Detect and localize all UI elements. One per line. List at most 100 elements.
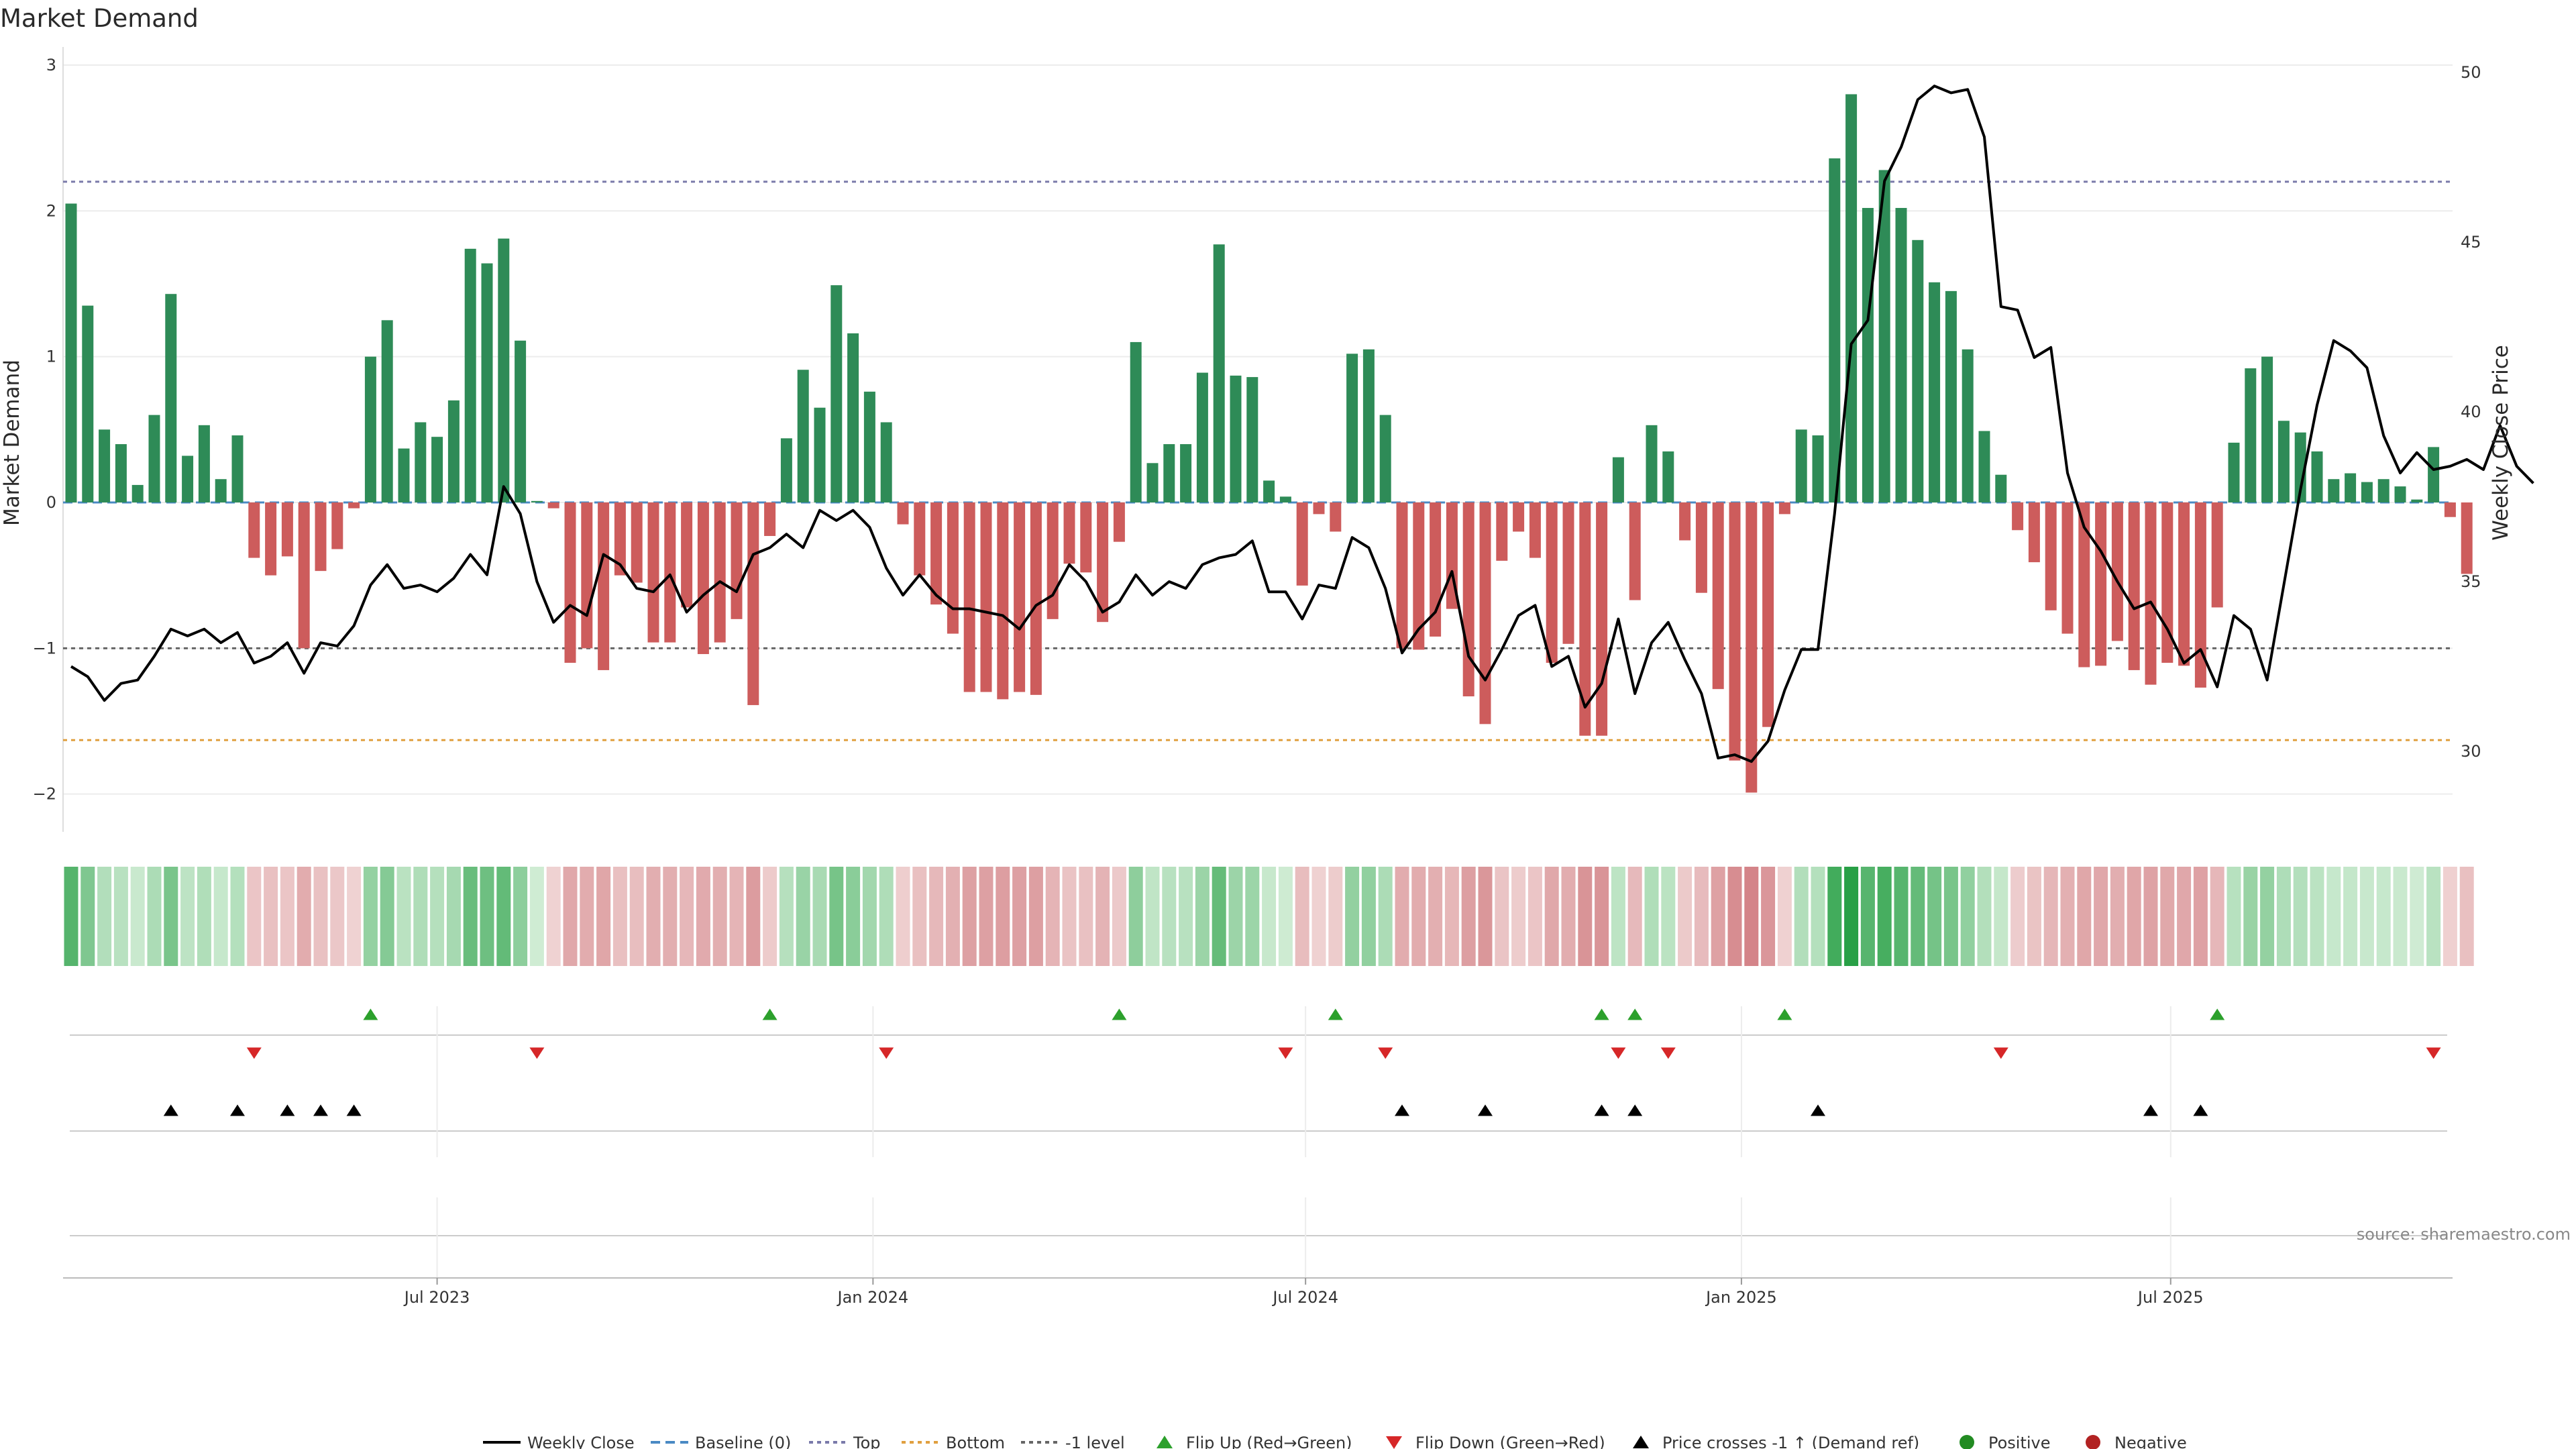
legend-label-minus1: -1 level bbox=[1065, 1434, 1125, 1449]
bar-negative bbox=[1496, 502, 1508, 561]
bar-negative bbox=[2095, 502, 2107, 666]
flip-up-marker bbox=[762, 1008, 777, 1020]
heat-cell bbox=[147, 867, 162, 966]
heat-cell bbox=[1028, 867, 1043, 966]
heat-cell bbox=[1112, 867, 1126, 966]
price-cross-marker bbox=[1395, 1104, 1409, 1116]
heat-cell bbox=[1179, 867, 1193, 966]
bar-positive bbox=[2377, 479, 2390, 502]
x-tick-label: Jan 2025 bbox=[1705, 1288, 1777, 1307]
bar-positive bbox=[115, 444, 127, 502]
bar-positive bbox=[1346, 354, 1358, 502]
bar-positive bbox=[1263, 480, 1275, 502]
heat-cell bbox=[1311, 867, 1326, 966]
heat-cell bbox=[712, 867, 727, 966]
bar-negative bbox=[1762, 502, 1774, 727]
bar-positive bbox=[780, 438, 792, 502]
x-tick-label: Jul 2023 bbox=[403, 1288, 470, 1307]
heat-cell bbox=[1162, 867, 1177, 966]
heat-cell bbox=[230, 867, 245, 966]
heat-cell bbox=[1994, 867, 2008, 966]
heat-cell bbox=[846, 867, 861, 966]
bar-positive bbox=[1612, 457, 1624, 502]
bar-positive bbox=[1230, 375, 1242, 502]
flip-down-marker bbox=[1660, 1047, 1676, 1059]
heat-cell bbox=[529, 867, 544, 966]
bar-positive bbox=[2328, 479, 2340, 502]
bar-positive bbox=[2294, 432, 2306, 502]
legend-swatch-flipdown bbox=[1386, 1436, 1402, 1449]
heat-cell bbox=[2459, 867, 2474, 966]
bar-positive bbox=[1246, 377, 1258, 502]
heat-cell bbox=[1661, 867, 1676, 966]
price-cross-marker bbox=[1594, 1104, 1609, 1116]
bar-positive bbox=[148, 415, 160, 502]
bar-positive bbox=[215, 479, 227, 502]
heat-cell bbox=[929, 867, 944, 966]
bar-negative bbox=[1679, 502, 1691, 541]
bar-positive bbox=[198, 425, 210, 502]
heat-cell bbox=[2393, 867, 2408, 966]
heat-cell bbox=[2226, 867, 2241, 966]
heat-cell bbox=[2426, 867, 2441, 966]
heat-cell bbox=[729, 867, 744, 966]
heat-cell bbox=[113, 867, 128, 966]
left-tick-label: 3 bbox=[46, 56, 56, 74]
price-cross-marker bbox=[1627, 1104, 1643, 1116]
legend-swatch-negative bbox=[2086, 1435, 2100, 1449]
heat-cell bbox=[1727, 867, 1742, 966]
bar-negative bbox=[631, 502, 643, 583]
heat-cell bbox=[413, 867, 428, 966]
bar-negative bbox=[1529, 502, 1541, 558]
heat-cell bbox=[1444, 867, 1459, 966]
heat-cell bbox=[180, 867, 195, 966]
heat-cell bbox=[1395, 867, 1409, 966]
bar-negative bbox=[2045, 502, 2057, 610]
signal-markers bbox=[163, 1008, 2441, 1116]
heat-cell bbox=[2027, 867, 2041, 966]
legend-swatch-flipup bbox=[1157, 1436, 1173, 1448]
bar-positive bbox=[1163, 444, 1175, 502]
bar-positive bbox=[1146, 463, 1159, 502]
bar-negative bbox=[1579, 502, 1591, 736]
bar-negative bbox=[315, 502, 327, 572]
bar-negative bbox=[1462, 502, 1474, 697]
heat-cell bbox=[696, 867, 710, 966]
x-tick-label: Jan 2024 bbox=[837, 1288, 909, 1307]
heat-cell bbox=[962, 867, 977, 966]
bar-negative bbox=[1778, 502, 1790, 515]
heat-cell bbox=[1694, 867, 1709, 966]
flip-up-marker bbox=[1627, 1008, 1643, 1020]
heat-cell bbox=[446, 867, 461, 966]
bar-positive bbox=[231, 435, 244, 502]
bar-negative bbox=[731, 502, 743, 619]
bar-negative bbox=[1396, 502, 1408, 649]
heat-cell bbox=[1877, 867, 1892, 966]
bar-negative bbox=[2461, 502, 2473, 574]
heat-cell bbox=[130, 867, 145, 966]
heat-cell bbox=[829, 867, 844, 966]
heat-cell bbox=[812, 867, 827, 966]
bar-positive bbox=[165, 294, 177, 502]
right-tick-label: 45 bbox=[2461, 233, 2481, 252]
heat-cell bbox=[563, 867, 578, 966]
price-cross-marker bbox=[1478, 1104, 1493, 1116]
right-axis-title: Weekly Close Price bbox=[2489, 345, 2513, 541]
heat-cell bbox=[1927, 867, 1942, 966]
bar-positive bbox=[82, 305, 94, 502]
heat-cell bbox=[2376, 867, 2391, 966]
bar-positive bbox=[1862, 207, 1874, 502]
heat-cell bbox=[912, 867, 927, 966]
left-tick-label: 1 bbox=[46, 347, 56, 366]
bar-negative bbox=[348, 502, 360, 508]
bar-negative bbox=[1046, 502, 1059, 619]
heat-cell bbox=[2010, 867, 2025, 966]
heat-cell bbox=[2410, 867, 2424, 966]
bar-negative bbox=[1712, 502, 1724, 690]
legend-swatch-cross bbox=[1633, 1436, 1649, 1448]
left-tick-label: −2 bbox=[33, 785, 56, 804]
bar-positive bbox=[2311, 451, 2323, 502]
heat-cell bbox=[1062, 867, 1077, 966]
heat-cell bbox=[2276, 867, 2291, 966]
